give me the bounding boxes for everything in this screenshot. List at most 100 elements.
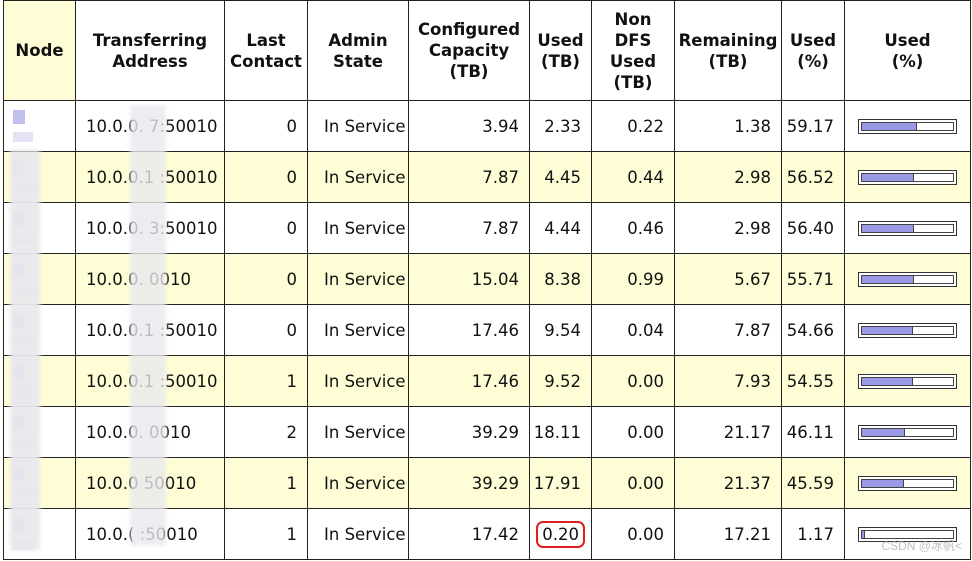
used-tb-highlighted: 0.20 [536,520,585,548]
col-header-admin-state[interactable]: Admin State [307,0,409,101]
remaining: 21.37 [674,457,782,509]
last-contact: 0 [224,253,308,305]
last-contact: 1 [224,508,308,560]
col-header-used-tb[interactable]: Used (TB) [529,0,592,101]
col-header-text: Configured [417,20,521,39]
col-header-text: Used [609,51,657,71]
used-percent: 56.40 [781,202,845,254]
used-percent: 59.17 [781,100,845,152]
used-tb: 17.91 [529,457,592,509]
col-header-text: (%) [797,51,829,71]
col-header-text: DFS [614,30,652,50]
remaining: 5.67 [674,253,782,305]
used-percent: 55.71 [781,253,845,305]
admin-state: In Service [307,202,409,254]
usage-bar-fill [862,326,913,334]
non-dfs-used: 0.00 [591,457,675,509]
col-header-text: (TB) [541,51,580,71]
used-percent: 45.59 [781,457,845,509]
remaining: 1.38 [674,100,782,152]
last-contact: 1 [224,355,308,407]
usage-bar [858,169,957,185]
col-header-text: Node [15,41,64,60]
usage-bar-fill [862,377,913,385]
non-dfs-used: 0.44 [591,151,675,203]
watermark: CSDN @冰帆< [881,539,962,553]
used-tb-value: 4.44 [544,218,581,238]
col-header-transferring-address[interactable]: Transferring Address [75,0,225,101]
used-percent: 56.52 [781,151,845,203]
remaining: 7.87 [674,304,782,356]
admin-state: In Service [307,457,409,509]
usage-bar [858,424,957,440]
admin-state: In Service [307,253,409,305]
used-tb-value: 18.11 [533,422,581,442]
used-tb: 9.54 [529,304,592,356]
node-link-redacted[interactable] [13,110,25,124]
usage-bar-track [861,223,954,233]
col-header-text: Capacity [428,41,510,60]
usage-bar-cell [844,151,971,203]
col-header-text: Last [246,30,286,50]
used-percent: 46.11 [781,406,845,458]
used-tb: 8.38 [529,253,592,305]
admin-state: In Service [307,355,409,407]
used-percent: 1.17 [781,508,845,560]
last-contact: 0 [224,100,308,152]
usage-bar-track [861,376,954,386]
last-contact: 0 [224,304,308,356]
col-header-remaining[interactable]: Remaining (TB) [674,0,782,101]
used-tb-value: 2.33 [544,116,581,136]
used-tb: 18.11 [529,406,592,458]
col-header-used-pct[interactable]: Used (%) [781,0,845,101]
last-contact: 0 [224,151,308,203]
usage-bar-fill [862,122,917,130]
col-header-node[interactable]: Node [3,0,76,101]
col-header-text: Non [614,9,652,29]
usage-bar-cell [844,202,971,254]
used-percent: 54.55 [781,355,845,407]
usage-bar [858,322,957,338]
non-dfs-used: 0.04 [591,304,675,356]
col-header-text: (TB) [449,62,489,81]
usage-bar-track [861,478,954,488]
table-row: 10.0.( :50010 1 In Service 17.42 0.20 0.00 17.… [3,508,971,560]
used-tb-value: 17.91 [533,473,581,493]
usage-bar [858,475,957,491]
col-header-last-contact[interactable]: Last Contact [224,0,308,101]
col-header-non-dfs-used[interactable]: Non DFS Used (TB) [591,0,675,101]
node-link-redacted[interactable] [13,132,33,142]
configured-capacity: 17.42 [408,508,530,560]
last-contact: 1 [224,457,308,509]
usage-bar-track [861,121,954,131]
used-tb: 2.33 [529,100,592,152]
used-tb: 9.52 [529,355,592,407]
usage-bar [858,373,957,389]
usage-bar-fill [862,275,914,283]
configured-capacity: 15.04 [408,253,530,305]
remaining: 17.21 [674,508,782,560]
usage-bar [858,118,957,134]
usage-bar-cell [844,304,971,356]
col-header-text: State [333,51,383,71]
configured-capacity: 39.29 [408,457,530,509]
remaining: 2.98 [674,151,782,203]
redaction-overlay [10,150,40,550]
usage-bar-cell [844,457,971,509]
usage-bar [858,220,957,236]
remaining: 2.98 [674,202,782,254]
used-tb: 0.20 [529,508,592,560]
node-link[interactable] [3,100,76,152]
last-contact: 0 [224,202,308,254]
non-dfs-used: 0.99 [591,253,675,305]
usage-bar-fill [862,224,915,232]
col-header-text: (%) [891,51,924,71]
table-header-row: Node Transferring Address Last Contact Adm… [3,0,971,101]
usage-bar-cell [844,100,971,152]
admin-state: In Service [307,406,409,458]
last-contact: 2 [224,406,308,458]
non-dfs-used: 0.22 [591,100,675,152]
col-header-configured-capacity[interactable]: Configured Capacity (TB) [408,0,530,101]
non-dfs-used: 0.00 [591,406,675,458]
non-dfs-used: 0.00 [591,355,675,407]
